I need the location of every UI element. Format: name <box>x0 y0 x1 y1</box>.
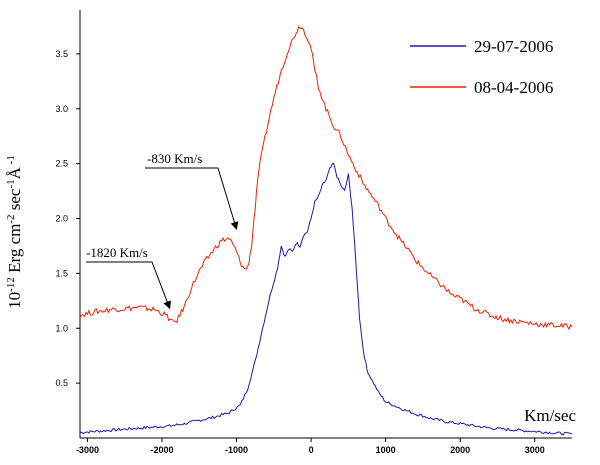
annotation-830-arrow <box>145 167 239 230</box>
y-tick-label: 1.5 <box>55 268 68 278</box>
x-axis-label: Km/sec <box>524 406 576 425</box>
x-tick-label: 0 <box>309 445 314 455</box>
y-axis-ticks: 0.5 1.0 1.5 2.0 2.5 3.0 3.5 <box>55 49 80 388</box>
legend: 29-07-2006 08-04-2006 <box>410 37 553 97</box>
series-layer <box>79 25 573 436</box>
series-line-08-04-2006 <box>79 25 573 331</box>
x-tick-label: 3000 <box>525 445 545 455</box>
plot-frame <box>79 10 572 439</box>
y-tick-label: 1.0 <box>55 323 68 333</box>
x-tick-label: 2000 <box>450 445 470 455</box>
legend-label-29-07-2006: 29-07-2006 <box>474 37 553 56</box>
x-tick-label: 1000 <box>376 445 396 455</box>
y-tick-label: 2.5 <box>55 159 68 169</box>
y-tick-label: 2.0 <box>55 214 68 224</box>
legend-label-08-04-2006: 08-04-2006 <box>474 78 553 97</box>
annotation-830-label: -830 Km/s <box>147 151 202 166</box>
y-axis-label: 10-12 Erg cm-2 sec-1Å -1 <box>5 155 24 309</box>
x-tick-label: -3000 <box>76 445 99 455</box>
x-axis-ticks: -3000 -2000 -1000 0 1000 2000 3000 <box>76 438 545 455</box>
y-tick-label: 3.5 <box>55 49 68 59</box>
x-tick-label: -2000 <box>150 445 173 455</box>
annotation-1820-label: -1820 Km/s <box>86 245 148 260</box>
y-tick-label: 3.0 <box>55 104 68 114</box>
annotations: -830 Km/s -1820 Km/s <box>86 151 239 310</box>
y-tick-label: 0.5 <box>55 378 68 388</box>
series-line-29-07-2006 <box>79 162 573 436</box>
annotation-1820-arrow <box>86 261 171 310</box>
x-tick-label: -1000 <box>225 445 248 455</box>
